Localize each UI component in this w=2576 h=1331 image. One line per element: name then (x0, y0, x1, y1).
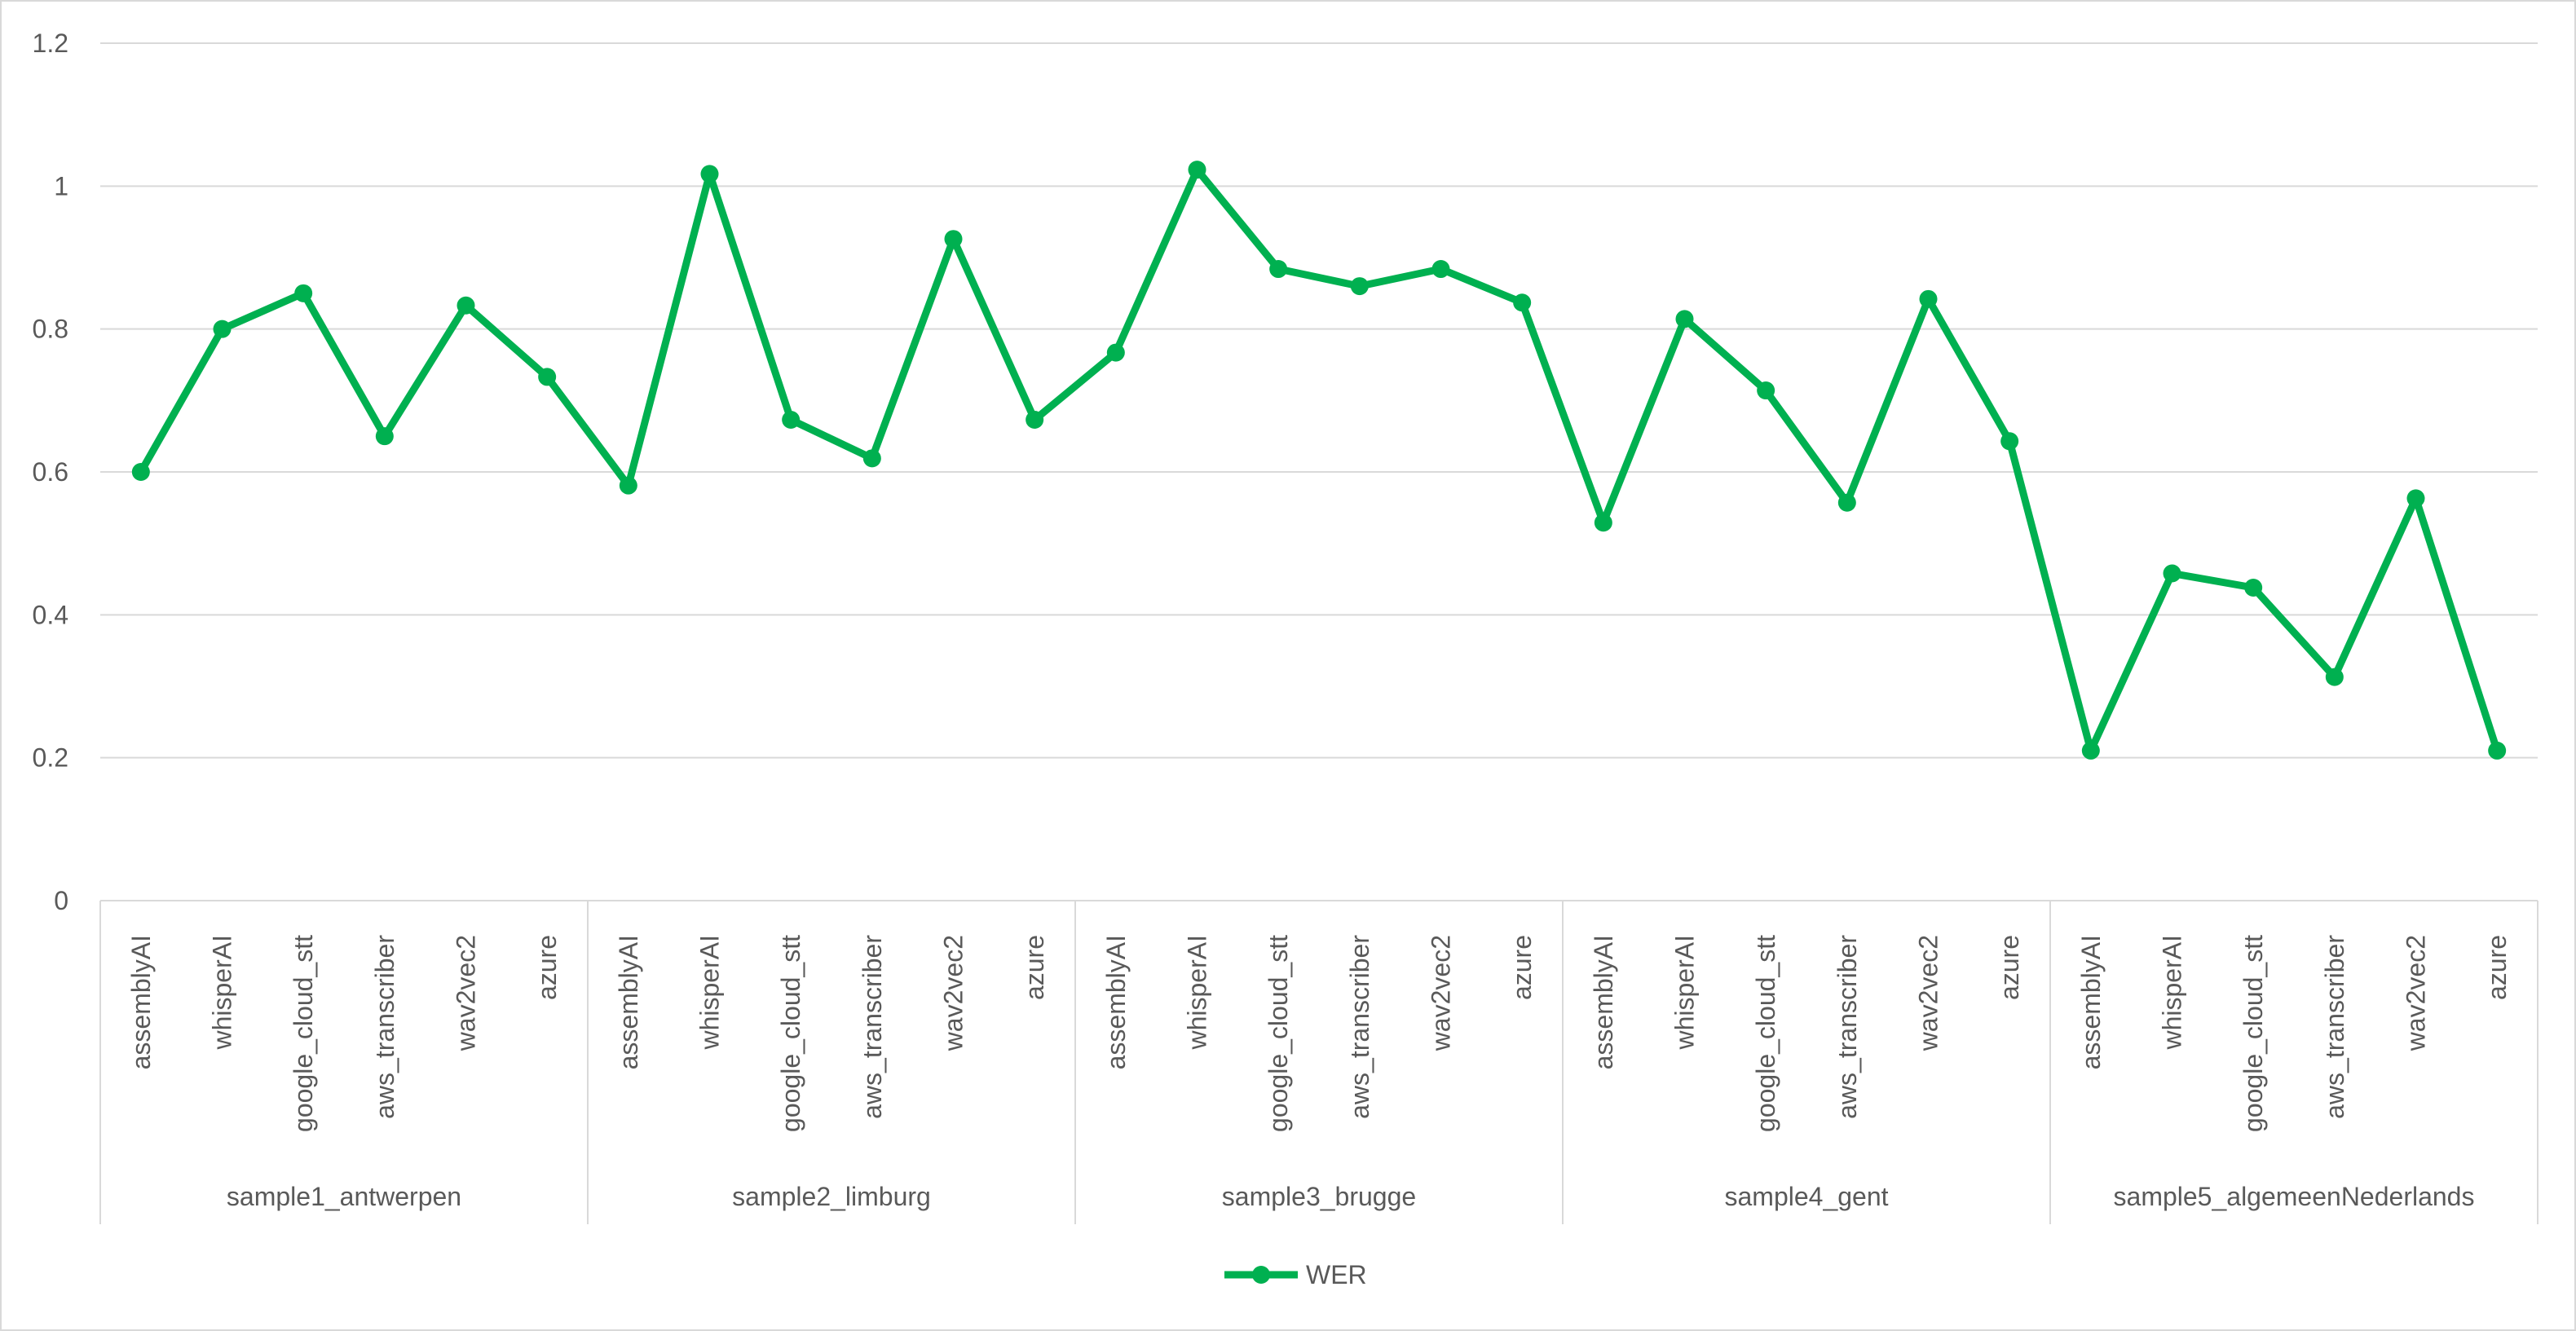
data-point (457, 296, 475, 315)
x-tick-label: assemblyAI (126, 935, 156, 1069)
x-tick-label: assemblyAI (1589, 935, 1618, 1069)
x-tick-label: google_cloud_stt (2239, 935, 2268, 1132)
data-point (1513, 293, 1532, 312)
x-tick-label: google_cloud_stt (776, 935, 805, 1132)
legend-label: WER (1306, 1260, 1367, 1289)
x-tick-label: whisperAI (1183, 935, 1212, 1051)
data-point (1675, 310, 1694, 328)
legend-marker (1252, 1266, 1270, 1284)
x-tick-label: aws_transcriber (370, 935, 399, 1119)
group-label: sample5_algemeenNederlands (2114, 1182, 2475, 1211)
group-label: sample3_brugge (1222, 1182, 1416, 1211)
group-label: sample1_antwerpen (227, 1182, 461, 1211)
data-point (2406, 489, 2425, 508)
x-tick-label: azure (1995, 935, 2024, 1000)
data-point (782, 411, 801, 430)
y-tick-label: 1 (54, 171, 68, 201)
x-tick-label: aws_transcriber (858, 935, 887, 1119)
x-tick-label: assemblyAI (1101, 935, 1131, 1069)
y-tick-label: 0.2 (33, 743, 68, 773)
data-point (619, 476, 637, 495)
y-tick-label: 1.2 (33, 29, 68, 58)
series-line-wer (137, 165, 2501, 755)
y-tick-label: 0.8 (33, 315, 68, 344)
data-point (1757, 381, 1775, 400)
data-point (862, 449, 881, 468)
x-tick-label: wav2vec2 (1914, 935, 1943, 1051)
group-label: sample4_gent (1724, 1182, 1888, 1211)
x-tick-label: whisperAI (1670, 935, 1700, 1051)
x-tick-label: whisperAI (695, 935, 725, 1051)
data-point (1431, 260, 1450, 279)
x-tick-label: wav2vec2 (1427, 935, 1456, 1051)
data-point (2244, 579, 2263, 597)
data-point (1350, 277, 1369, 296)
x-tick-label: assemblyAI (2076, 935, 2106, 1069)
x-tick-label: google_cloud_stt (1751, 935, 1780, 1132)
y-tick-label: 0 (54, 886, 68, 915)
data-point (1188, 161, 1206, 179)
data-point (2325, 668, 2344, 686)
x-tick-label: whisperAI (2158, 935, 2187, 1051)
x-tick-label: wav2vec2 (2402, 935, 2431, 1051)
data-point (1919, 289, 1938, 308)
data-point (294, 284, 313, 302)
x-tick-label: google_cloud_stt (1264, 935, 1293, 1132)
x-tick-label: whisperAI (208, 935, 237, 1051)
data-point (1837, 493, 1856, 512)
y-tick-label: 0.4 (33, 600, 68, 629)
data-point (1594, 513, 1612, 532)
x-tick-label: assemblyAI (614, 935, 643, 1069)
data-point (2488, 741, 2507, 760)
x-tick-label: wav2vec2 (939, 935, 968, 1051)
x-tick-label: azure (2482, 935, 2512, 1000)
data-point (213, 320, 232, 338)
x-tick-label: aws_transcriber (1345, 935, 1374, 1119)
data-point (944, 230, 963, 249)
data-point (700, 165, 719, 183)
data-point (375, 427, 394, 446)
data-point (2163, 564, 2181, 583)
x-tick-label: azure (532, 935, 562, 1000)
x-tick-label: google_cloud_stt (289, 935, 318, 1132)
data-point (1106, 343, 1125, 362)
data-point (538, 368, 557, 386)
data-point (131, 463, 150, 481)
y-tick-label: 0.6 (33, 457, 68, 487)
data-point (2081, 741, 2100, 760)
data-point (1026, 411, 1044, 430)
x-tick-label: wav2vec2 (452, 935, 481, 1051)
data-point (2000, 432, 2019, 451)
x-tick-label: aws_transcriber (2320, 935, 2349, 1119)
data-point (1269, 260, 1288, 279)
group-label: sample2_limburg (732, 1182, 931, 1211)
x-tick-label: aws_transcriber (1833, 935, 1862, 1119)
x-tick-label: azure (1020, 935, 1049, 1000)
x-tick-label: azure (1507, 935, 1537, 1000)
